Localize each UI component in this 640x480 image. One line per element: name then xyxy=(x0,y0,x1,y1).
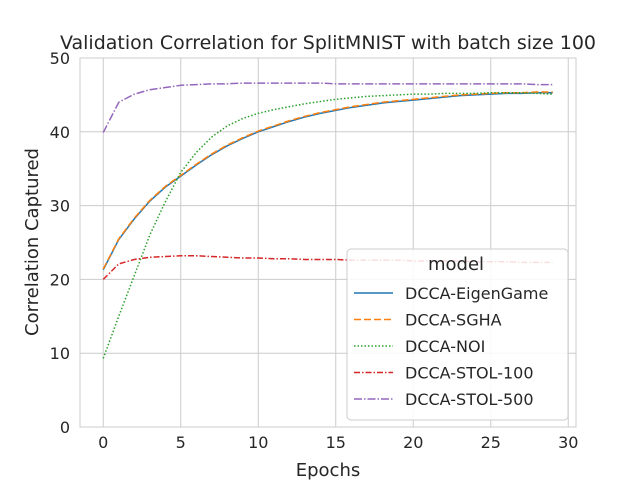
legend-title: model xyxy=(428,254,484,275)
legend-label: DCCA-NOI xyxy=(405,337,485,356)
legend-entries: DCCA-EigenGame DCCA-SGHA DCCA-NOI DCCA-STOL… xyxy=(354,284,548,409)
x-tick-label: 5 xyxy=(176,433,186,452)
series-line-dcca-stol-500 xyxy=(102,82,553,133)
x-tick-label: 0 xyxy=(98,433,108,452)
legend-box xyxy=(346,248,569,421)
y-tick-label: 30 xyxy=(50,197,70,216)
chart-title: Validation Correlation for SplitMNIST wi… xyxy=(60,32,596,54)
y-tick-label: 50 xyxy=(50,49,70,68)
y-tick-label: 20 xyxy=(50,270,70,289)
x-tick-label: 10 xyxy=(248,433,268,452)
x-tick-label: 25 xyxy=(481,433,501,452)
legend-label: DCCA-SGHA xyxy=(405,311,502,330)
legend: model DCCA-EigenGameDCCA-SGHADCCA-NOIDCC… xyxy=(346,248,569,421)
x-axis-ticks: 0 5 10 15 20 25 30 xyxy=(98,433,578,452)
y-axis-title: Correlation Captured xyxy=(22,148,43,336)
legend-label: DCCA-STOL-100 xyxy=(405,364,534,383)
y-tick-label: 40 xyxy=(50,123,70,142)
y-axis-ticks: 0 10 20 30 40 50 xyxy=(50,49,70,437)
x-tick-label: 20 xyxy=(403,433,423,452)
x-tick-label: 15 xyxy=(326,433,346,452)
y-tick-label: 10 xyxy=(50,344,70,363)
legend-label: DCCA-STOL-500 xyxy=(405,390,534,409)
series-line-dcca-noi xyxy=(102,91,553,359)
plot-frame xyxy=(79,57,577,428)
x-tick-label: 30 xyxy=(558,433,578,452)
y-tick-label: 0 xyxy=(60,418,70,437)
legend-label: DCCA-EigenGame xyxy=(405,284,548,303)
x-axis-title: Epochs xyxy=(296,460,361,480)
